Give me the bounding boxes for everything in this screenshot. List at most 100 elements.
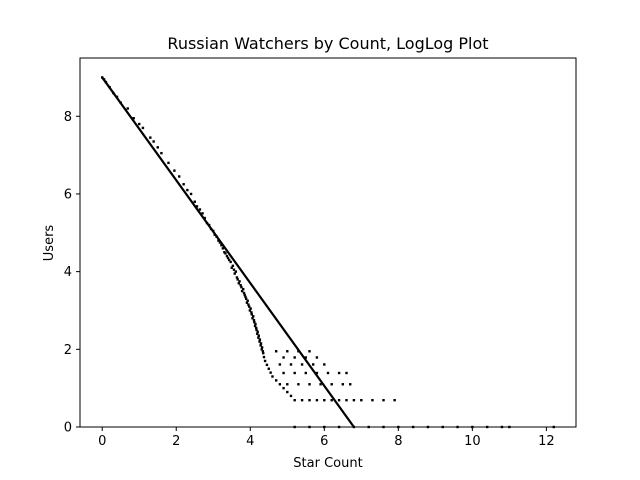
x-tick-label: 12 bbox=[538, 434, 555, 449]
data-point bbox=[252, 315, 255, 318]
data-point bbox=[220, 244, 223, 247]
data-point bbox=[235, 276, 239, 279]
data-point bbox=[259, 344, 262, 347]
data-point bbox=[267, 367, 270, 370]
data-point bbox=[258, 340, 261, 343]
data-point bbox=[108, 85, 111, 89]
data-point bbox=[262, 352, 265, 355]
data-point bbox=[258, 338, 262, 341]
data-point bbox=[160, 151, 163, 155]
data-point bbox=[141, 126, 145, 130]
data-point bbox=[304, 356, 307, 359]
x-tick-label: 10 bbox=[464, 434, 481, 449]
data-point bbox=[371, 398, 374, 402]
data-point bbox=[193, 200, 196, 203]
data-point bbox=[282, 371, 285, 375]
data-point bbox=[319, 383, 322, 386]
data-point bbox=[238, 280, 241, 283]
data-point bbox=[293, 371, 296, 375]
data-point bbox=[311, 363, 315, 366]
data-point bbox=[217, 239, 220, 242]
data-point bbox=[247, 303, 250, 306]
data-point bbox=[207, 223, 211, 227]
data-point bbox=[104, 80, 108, 84]
data-point bbox=[232, 268, 236, 271]
data-point bbox=[250, 311, 253, 314]
axes-frame bbox=[79, 57, 577, 428]
data-point bbox=[300, 363, 304, 366]
data-point bbox=[256, 332, 259, 335]
data-point bbox=[242, 287, 245, 291]
data-point bbox=[253, 320, 256, 324]
data-point bbox=[236, 278, 239, 281]
data-point bbox=[393, 398, 396, 402]
data-point bbox=[253, 324, 257, 328]
data-point bbox=[286, 350, 289, 353]
y-tick-label: 4 bbox=[64, 265, 72, 280]
data-point bbox=[300, 398, 304, 402]
data-point bbox=[156, 146, 159, 149]
data-point bbox=[182, 183, 185, 186]
data-point bbox=[260, 346, 264, 349]
data-point bbox=[201, 212, 204, 215]
data-point bbox=[352, 398, 356, 402]
data-point bbox=[271, 375, 274, 378]
data-point bbox=[337, 398, 341, 402]
data-point bbox=[337, 371, 341, 375]
data-point bbox=[251, 317, 254, 320]
data-point bbox=[255, 328, 258, 332]
y-axis-label: Users bbox=[42, 225, 57, 262]
x-axis-label: Star Count bbox=[293, 456, 362, 471]
data-point bbox=[167, 161, 170, 165]
data-point bbox=[132, 117, 135, 120]
y-axis: 0 2 4 6 8 bbox=[64, 110, 80, 436]
data-point bbox=[341, 383, 345, 386]
x-tick-label: 4 bbox=[246, 434, 254, 449]
data-point bbox=[254, 326, 258, 330]
data-point bbox=[252, 318, 256, 322]
data-point bbox=[229, 260, 232, 264]
data-point bbox=[231, 264, 235, 268]
data-point bbox=[282, 386, 285, 390]
data-point bbox=[262, 355, 266, 359]
y-tick-label: 2 bbox=[64, 343, 72, 358]
x-tick-label: 0 bbox=[98, 434, 106, 449]
data-point bbox=[257, 336, 260, 339]
x-tick-label: 2 bbox=[172, 434, 180, 449]
data-point bbox=[225, 254, 229, 258]
data-point bbox=[212, 229, 215, 233]
fit-line bbox=[101, 76, 355, 428]
data-point bbox=[189, 192, 193, 196]
data-point bbox=[233, 272, 236, 275]
data-point bbox=[330, 383, 333, 386]
x-axis: 0 2 4 6 8 10 12 bbox=[98, 427, 555, 449]
data-point bbox=[260, 348, 263, 351]
data-point bbox=[274, 350, 278, 353]
data-point bbox=[256, 330, 259, 334]
data-point bbox=[198, 208, 202, 211]
data-point bbox=[308, 350, 311, 353]
data-point bbox=[203, 216, 206, 220]
data-point bbox=[213, 233, 216, 236]
data-point bbox=[249, 307, 252, 310]
data-point bbox=[315, 371, 319, 375]
data-point bbox=[244, 297, 248, 301]
data-point bbox=[239, 284, 242, 287]
data-point bbox=[178, 175, 181, 178]
data-point bbox=[278, 383, 282, 386]
data-point bbox=[261, 350, 265, 353]
data-point bbox=[243, 293, 246, 297]
data-point bbox=[224, 252, 227, 255]
data-point bbox=[149, 136, 152, 139]
data-point bbox=[227, 258, 231, 262]
data-point bbox=[289, 394, 293, 398]
data-point bbox=[244, 295, 247, 299]
data-point bbox=[286, 390, 289, 394]
data-point bbox=[263, 359, 267, 363]
data-point bbox=[226, 256, 230, 260]
data-point bbox=[297, 383, 300, 386]
data-point bbox=[248, 309, 252, 312]
data-point bbox=[246, 299, 249, 302]
data-point bbox=[102, 78, 106, 81]
